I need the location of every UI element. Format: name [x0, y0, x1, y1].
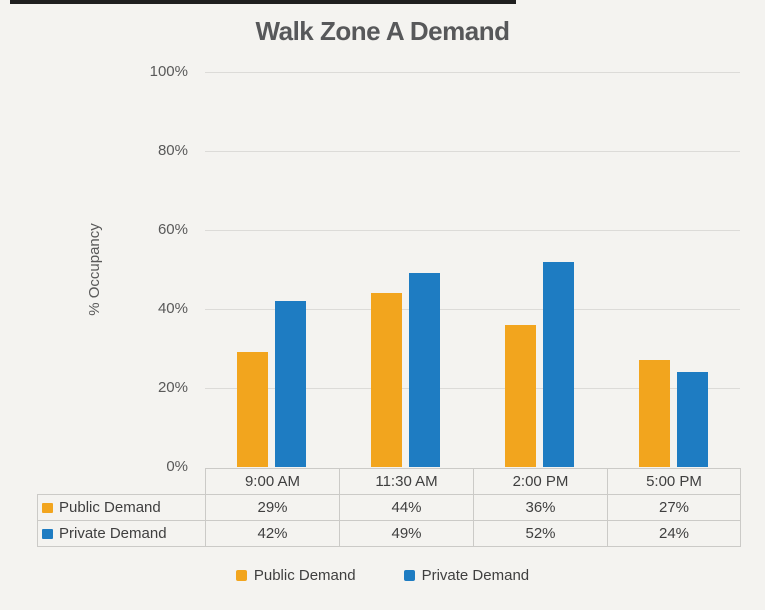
table-row-public-demand: Public Demand 29% 44% 36% 27% — [37, 494, 741, 521]
y-tick-label-60: 60% — [157, 221, 188, 238]
table-corner-cell — [38, 469, 206, 495]
value-cell-public-demand-11-30-am: 44% — [339, 494, 474, 521]
legend-item-public-demand: Public Demand — [235, 567, 356, 584]
value-cell-public-demand-2-00-pm: 36% — [473, 494, 608, 521]
chart-title: Walk Zone A Demand — [255, 16, 510, 46]
legend-marker-icon — [403, 570, 415, 581]
legend-label: Private Demand — [421, 567, 530, 584]
category-header-11-30-am: 11:30 AM — [339, 468, 474, 495]
chart-legend: Public Demand Private Demand — [0, 567, 765, 584]
row-label-private-demand: Private Demand — [37, 520, 206, 547]
legend-key-icon — [42, 529, 53, 539]
y-tick-label-100: 100% — [149, 63, 188, 80]
y-axis-title-text: % Occupancy — [85, 223, 103, 316]
gridline-60 — [205, 230, 740, 231]
bar-public-demand-9-00-am — [237, 352, 269, 467]
bar-group-5-00-pm — [606, 72, 740, 467]
bar-private-demand-9-00-am — [275, 301, 307, 467]
category-header-9-00-am: 9:00 AM — [205, 468, 340, 495]
legend-label: Public Demand — [253, 567, 356, 584]
table-header-row: 9:00 AM 11:30 AM 2:00 PM 5:00 PM — [38, 468, 741, 495]
bar-private-demand-2-00-pm — [542, 261, 574, 467]
legend-item-private-demand: Private Demand — [403, 567, 530, 584]
value-cell-public-demand-5-00-pm: 27% — [607, 494, 741, 521]
data-table: 9:00 AM 11:30 AM 2:00 PM 5:00 PM Public Dema… — [37, 468, 741, 547]
bar-private-demand-5-00-pm — [676, 372, 708, 467]
y-tick-label-80: 80% — [157, 142, 188, 159]
y-tick-label-40: 40% — [157, 300, 188, 317]
value-cell-private-demand-2-00-pm: 52% — [473, 520, 608, 547]
value-cell-private-demand-11-30-am: 49% — [339, 520, 474, 547]
row-label-public-demand: Public Demand — [37, 494, 206, 521]
category-header-5-00-pm: 5:00 PM — [607, 468, 741, 495]
y-tick-label-0: 0% — [166, 458, 188, 475]
table-row-private-demand: Private Demand 42% 49% 52% 24% — [37, 520, 741, 547]
bar-groups — [205, 72, 740, 467]
value-cell-public-demand-9-00-am: 29% — [205, 494, 340, 521]
y-tick-label-20: 20% — [157, 379, 188, 396]
category-header-2-00-pm: 2:00 PM — [473, 468, 608, 495]
plot-area — [205, 72, 740, 467]
bar-public-demand-2-00-pm — [504, 324, 536, 467]
value-cell-private-demand-5-00-pm: 24% — [607, 520, 741, 547]
bar-group-11-30-am — [339, 72, 473, 467]
top-border-line — [10, 0, 516, 4]
legend-marker-icon — [235, 570, 247, 581]
value-cell-private-demand-9-00-am: 42% — [205, 520, 340, 547]
gridline-100 — [205, 72, 740, 73]
gridline-80 — [205, 151, 740, 152]
gridline-20 — [205, 388, 740, 389]
bar-public-demand-5-00-pm — [638, 360, 670, 467]
legend-key-icon — [42, 503, 53, 513]
bar-private-demand-11-30-am — [409, 273, 441, 467]
bar-group-2-00-pm — [473, 72, 607, 467]
bar-group-9-00-am — [205, 72, 339, 467]
bar-public-demand-11-30-am — [371, 293, 403, 467]
gridline-40 — [205, 309, 740, 310]
y-axis-title: % Occupancy — [80, 72, 108, 467]
